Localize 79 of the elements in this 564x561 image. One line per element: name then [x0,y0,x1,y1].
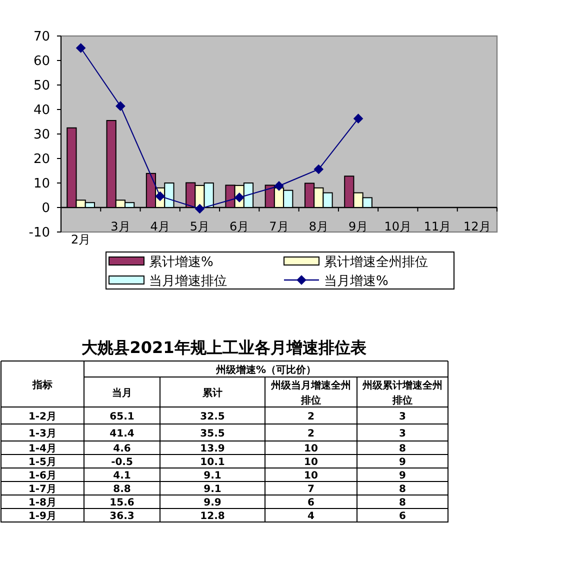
y-tick-label: 1-8月 [28,498,57,509]
x-tick-label: 5月 [190,220,210,234]
point [195,204,204,214]
data-label: 13.9 [200,444,225,455]
x-tick-label: 州级当月增速全州排位 [270,379,351,406]
chart-title: 大姚县2021年规上工业各月增速排位表 [82,338,368,357]
legend-label: 累计增速% [149,255,214,270]
y-tick-label: 1-3月 [28,428,57,440]
data-label: 10 [304,457,318,468]
point [354,114,363,124]
data-label: 9 [399,457,406,468]
x-tick-label: 7月 [269,220,289,234]
data-label: 4.1 [113,470,131,482]
y-tick-label: 40 [33,103,50,118]
point [314,164,324,174]
x-tick-label: 州级累计增速全州排位 [362,379,442,406]
x-tick-label: 2月 [71,232,91,246]
y-tick-label: 50 [33,78,50,94]
data-label: 65.1 [110,411,134,422]
point [155,192,165,201]
data-label: 2 [308,411,315,422]
data-label: 15.6 [110,498,134,509]
y-tick-label: -10 [28,226,50,240]
point [234,192,244,202]
data-label: 9.9 [204,498,222,509]
y-tick-label: 60 [33,54,50,69]
x-tick-label: 3月 [110,220,130,234]
x-tick-label: 10月 [384,220,412,234]
data-label: 8 [399,484,406,496]
point [76,43,86,53]
data-label: 35.5 [200,428,225,440]
y-tick-label: 1-5月 [28,457,57,468]
x-tick-label: 6月 [230,220,250,234]
legend-label: 当月增速% [324,274,388,289]
data-label: 8.8 [113,484,131,496]
x-tick-label: 4月 [150,220,170,234]
y-tick-label: 20 [33,152,50,167]
data-label: 3 [399,428,406,440]
y-tick-label: 1-7月 [28,484,57,496]
y-tick-label: 30 [33,128,50,142]
point [116,101,126,111]
data-label: 6 [399,511,406,522]
x-tick-label: 11月 [424,220,452,234]
data-label: 32.5 [200,411,225,422]
y-tick-label: 0 [42,201,50,216]
data-label: 2 [308,428,315,440]
y-axis-title: 指标 [32,378,52,391]
x-tick-label: 累计 [202,386,222,399]
y-tick-label: 10 [33,176,50,192]
data-label: 10 [304,470,318,482]
data-label: 8 [399,444,406,455]
data-label: 4.6 [113,444,131,455]
x-tick-label: 9月 [348,220,368,234]
x-tick-label: 8月 [308,220,328,234]
data-label: 9 [399,470,406,482]
y-tick-label: 1-6月 [28,470,57,482]
y-tick-label: 70 [33,30,50,44]
data-label: 9.1 [204,470,222,482]
data-label: 6 [308,498,315,509]
data-label: 41.4 [110,428,134,440]
data-label: 3 [399,411,406,422]
x-tick-label: 12月 [464,220,491,234]
data-label: 10 [304,444,318,455]
data-label: -0.5 [111,457,133,468]
data-label: 12.8 [200,511,225,522]
data-label: 9.1 [204,484,222,496]
legend-label: 当月增速排位 [149,274,227,289]
data-label: 36.3 [110,511,134,522]
y-tick-label: 1-4月 [28,444,57,455]
data-label: 10.1 [200,457,225,468]
y-tick-label: 1-2月 [28,411,57,422]
point [274,181,284,191]
data-label: 7 [308,484,315,496]
y-tick-label: 1-9月 [28,511,57,522]
data-label: 8 [399,498,406,509]
legend-label: 累计增速全州排位 [324,255,428,270]
data-label: 4 [308,511,315,522]
x-axis-title: 州级增速%（可比价） [214,364,316,376]
x-tick-label: 当月 [112,386,132,399]
